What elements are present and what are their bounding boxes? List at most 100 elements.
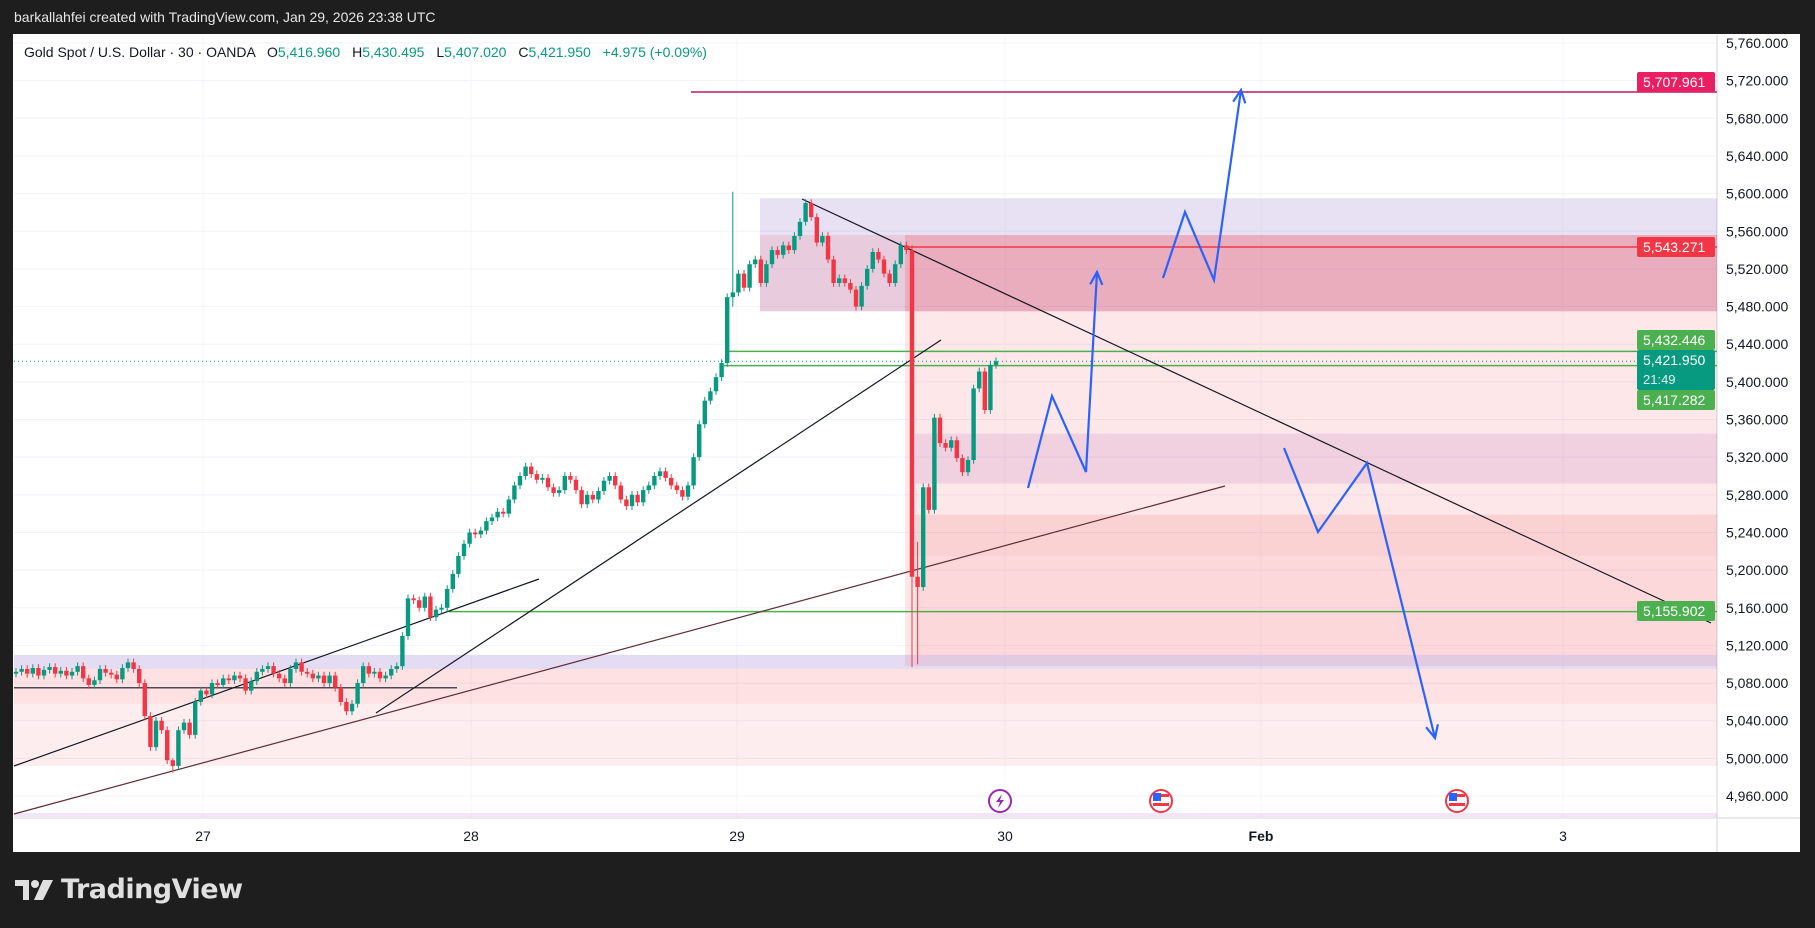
candle-body xyxy=(943,443,948,448)
price-axis[interactable]: 5,760.000 5,720.000 5,680.000 5,640.000 5,60… xyxy=(1637,35,1788,804)
price-axis-label: 5,080.000 xyxy=(1726,675,1788,691)
candle-body xyxy=(41,669,47,676)
candle-body xyxy=(977,371,982,389)
open-label: O xyxy=(266,44,278,60)
price-axis-label: 5,360.000 xyxy=(1726,412,1788,428)
candle-body xyxy=(534,474,539,480)
close-value: 5,421.950 xyxy=(528,44,591,60)
event-strip xyxy=(14,813,1717,817)
trend-line xyxy=(13,578,540,767)
candle-body xyxy=(881,259,887,274)
time-axis-label: 28 xyxy=(463,828,479,844)
candle-body xyxy=(305,671,310,674)
price-axis-label: 5,160.000 xyxy=(1726,600,1788,616)
candle-body xyxy=(842,278,847,284)
candle-body xyxy=(573,479,579,491)
candle-body xyxy=(137,668,142,684)
candle-body xyxy=(764,264,769,284)
price-axis-label: 5,680.000 xyxy=(1726,110,1788,126)
candle-body xyxy=(159,720,164,731)
candle-body xyxy=(926,487,931,510)
candle-body xyxy=(629,494,635,507)
candle-body xyxy=(215,683,220,685)
price-axis-label: 5,120.000 xyxy=(1726,637,1788,653)
price-axis-label: 5,320.000 xyxy=(1726,449,1788,465)
candle-body xyxy=(30,668,35,674)
candle-body xyxy=(657,471,663,476)
candle-body xyxy=(53,667,58,674)
zone xyxy=(915,433,1717,484)
price-axis-label: 5,440.000 xyxy=(1726,336,1788,352)
candle-body xyxy=(69,671,75,676)
candle-body xyxy=(58,670,63,674)
candle-body xyxy=(86,678,91,685)
candle-body xyxy=(176,730,181,766)
candle-body xyxy=(377,671,383,679)
candle-body xyxy=(898,245,903,265)
chart-pane[interactable] xyxy=(13,34,1800,852)
candle-body xyxy=(932,417,937,510)
time-axis[interactable]: 27 28 29 30 Feb 3 xyxy=(195,828,1567,844)
candle-body xyxy=(249,681,254,691)
candle-body xyxy=(445,588,450,608)
candle-body xyxy=(921,487,926,588)
candle-body xyxy=(685,485,691,497)
candle-body xyxy=(893,264,898,284)
candle-body xyxy=(355,683,360,704)
price-axis-label: 5,480.000 xyxy=(1726,299,1788,315)
candle-body xyxy=(316,675,321,679)
time-axis-label: 27 xyxy=(195,828,211,844)
candle-body xyxy=(125,662,131,669)
candle-body xyxy=(730,292,735,298)
candle-body xyxy=(221,678,226,685)
candle-body xyxy=(741,273,747,288)
candle-body xyxy=(848,283,853,290)
candle-body xyxy=(187,722,192,735)
candle-body xyxy=(960,458,965,473)
candle-body xyxy=(775,250,780,255)
candle-body xyxy=(433,609,439,618)
candle-body xyxy=(75,666,80,672)
candle-body xyxy=(428,596,433,618)
candle-body xyxy=(271,666,276,674)
tradingview-logo-icon xyxy=(15,879,53,900)
candle-body xyxy=(859,285,864,307)
candle-body xyxy=(456,556,461,574)
candle-body xyxy=(394,666,399,669)
candle-body xyxy=(803,203,808,222)
candle-body xyxy=(405,598,411,637)
time-axis-label: Feb xyxy=(1249,828,1274,844)
candle-body xyxy=(489,517,495,522)
candle-body xyxy=(831,259,836,284)
candle-body xyxy=(786,245,791,251)
candle-body xyxy=(517,475,523,486)
candle-body xyxy=(988,364,993,411)
projection-arrow xyxy=(1026,271,1099,489)
arrow-head-icon xyxy=(1232,87,1247,104)
events xyxy=(988,789,1469,813)
candle-body xyxy=(652,475,657,486)
candle-body xyxy=(193,701,198,735)
candle-body xyxy=(109,672,114,675)
candle-body xyxy=(25,668,30,674)
candle-body xyxy=(97,668,103,681)
candle-body xyxy=(971,388,976,460)
candle-body xyxy=(562,475,567,491)
projection-arrows xyxy=(1026,87,1439,741)
trend-line xyxy=(801,198,1712,624)
candle-body xyxy=(725,297,730,364)
symbol-title[interactable]: Gold Spot / U.S. Dollar · 30 · OANDA xyxy=(24,44,256,60)
candle-body xyxy=(937,417,943,444)
candle-body xyxy=(383,675,388,679)
candle-body xyxy=(209,683,215,695)
candle-body xyxy=(372,671,377,674)
price-axis-label: 5,000.000 xyxy=(1726,750,1788,766)
candle-body xyxy=(81,666,86,679)
candle-body xyxy=(607,475,612,481)
price-tag-label: 5,417.282 xyxy=(1643,392,1705,408)
arrow-head-icon xyxy=(1089,269,1104,286)
projection-arrow xyxy=(1161,89,1243,285)
candle-body xyxy=(523,466,528,476)
candle-body xyxy=(92,680,97,685)
